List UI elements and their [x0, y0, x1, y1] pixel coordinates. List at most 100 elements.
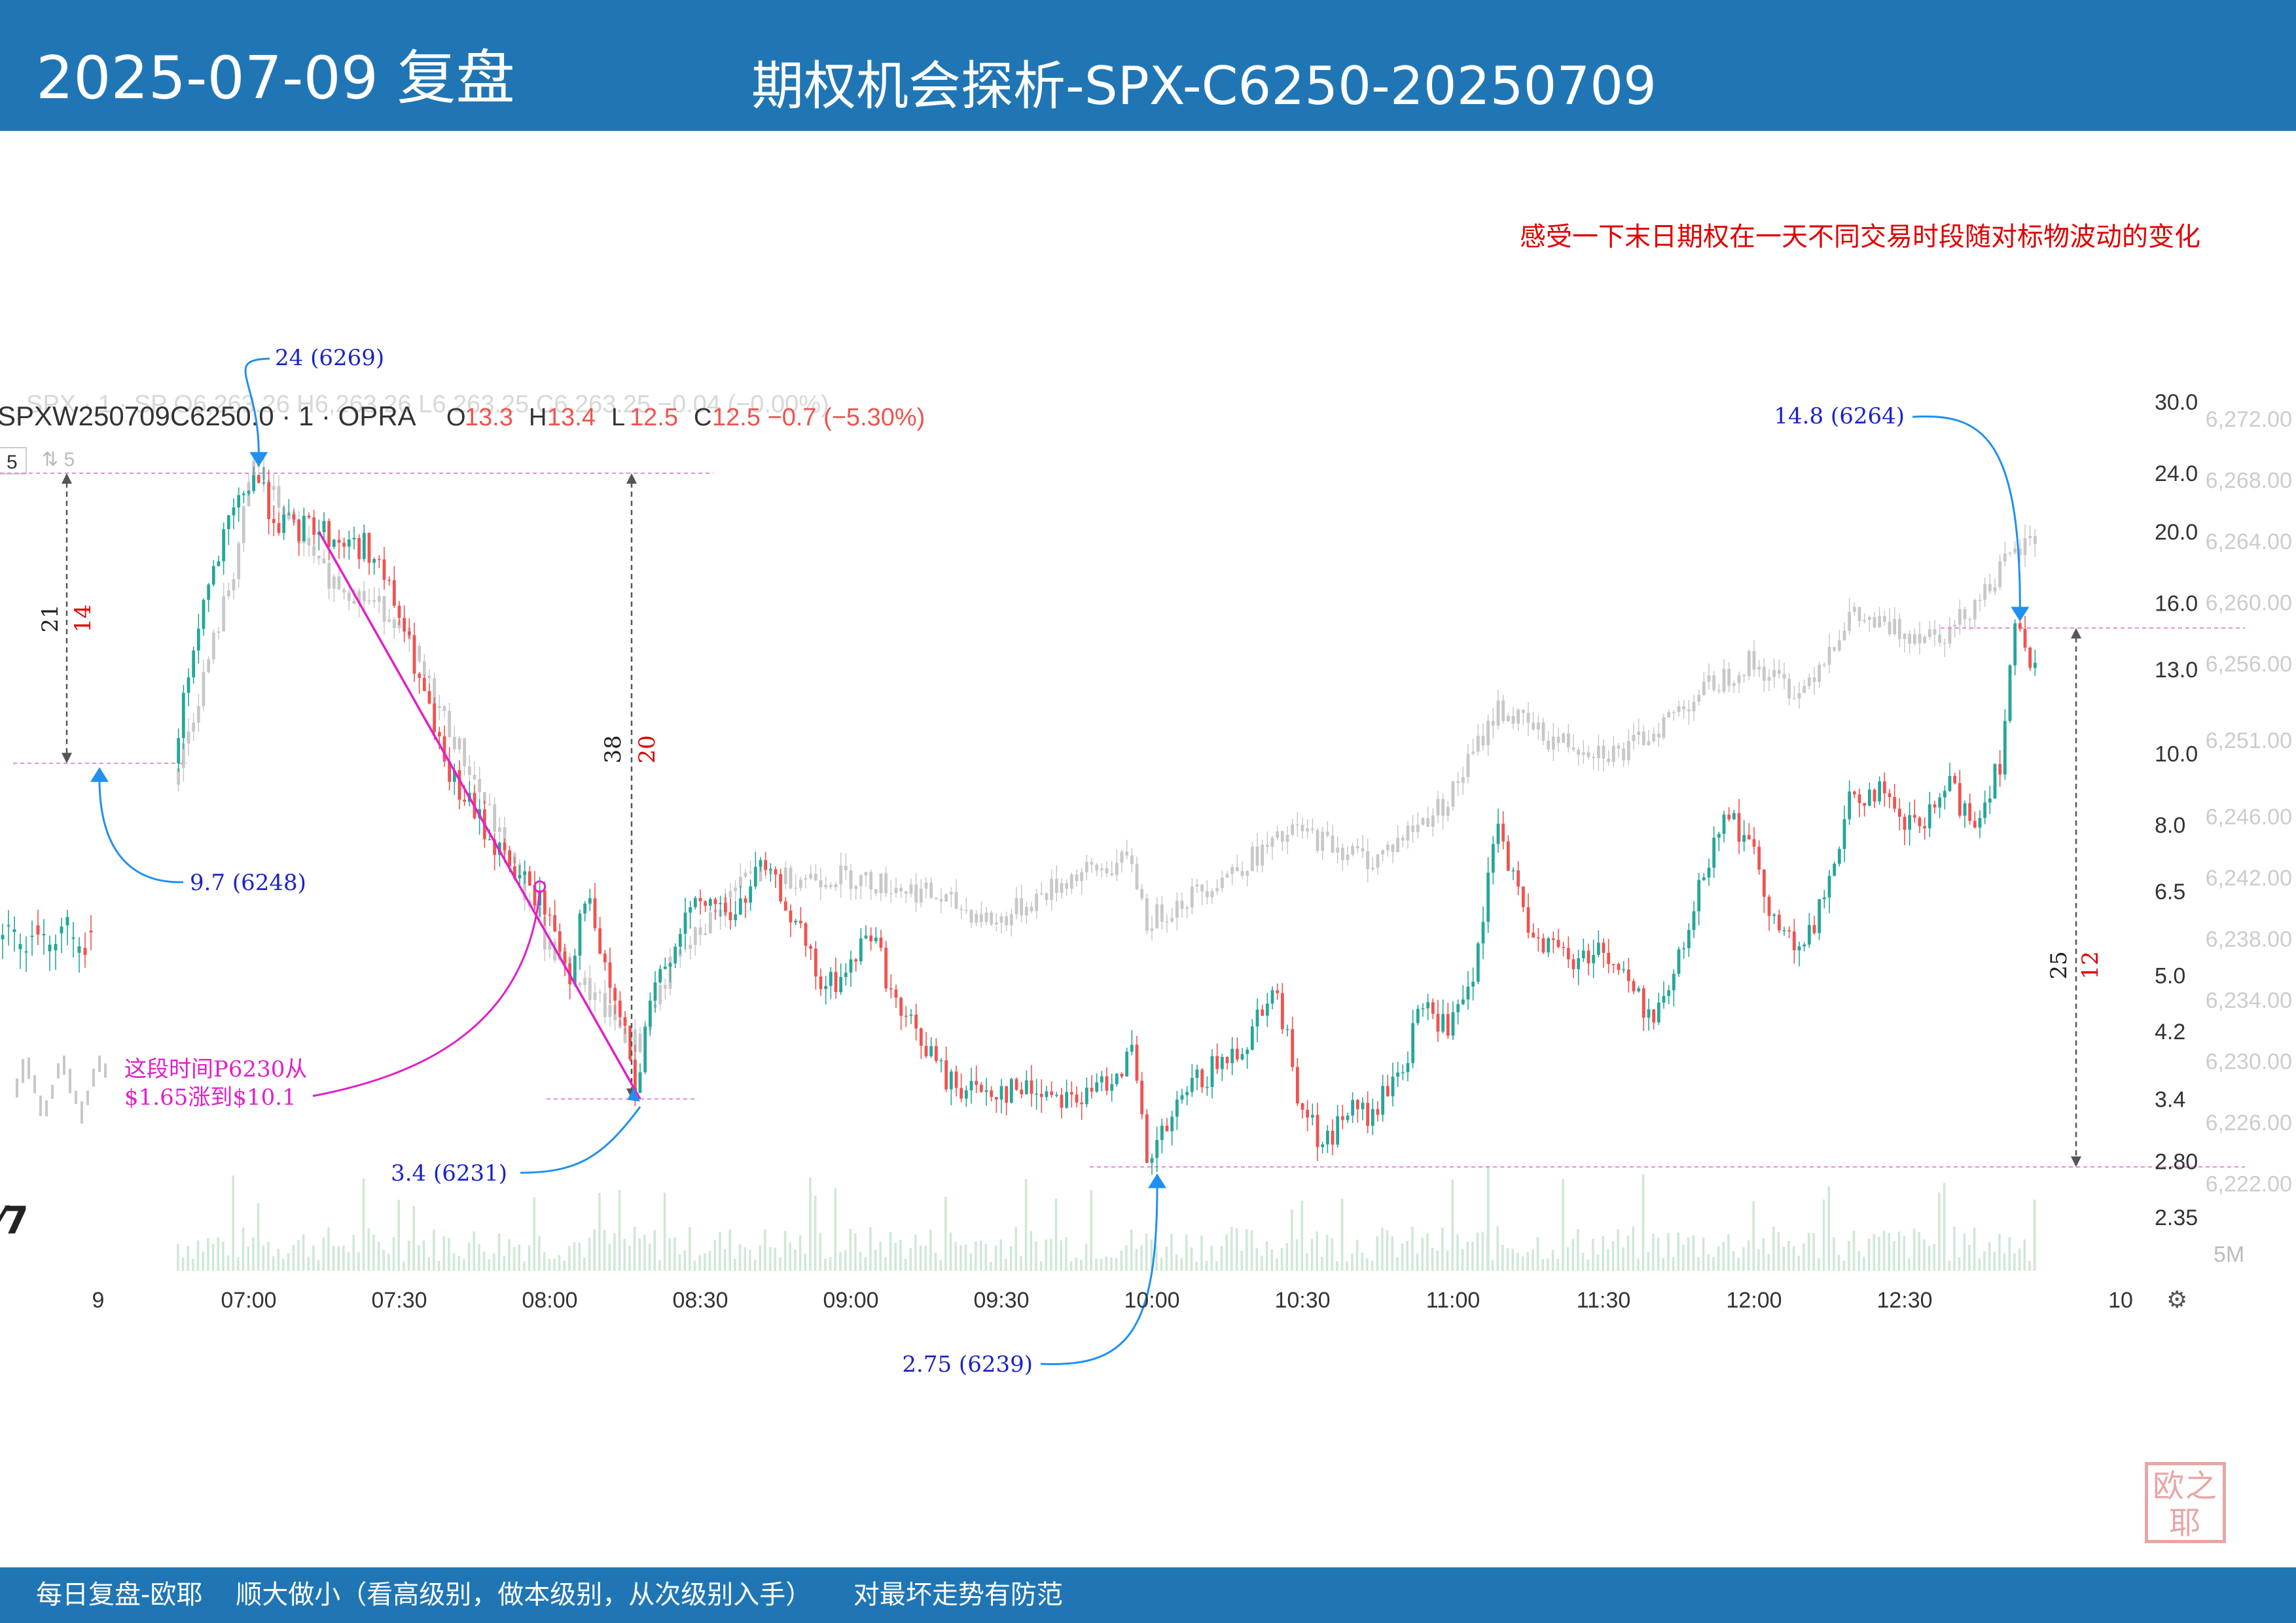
volume-bar: [277, 1249, 279, 1271]
volume-bar: [960, 1245, 962, 1271]
volume-bar: [1707, 1254, 1710, 1271]
spx-candle: [1306, 828, 1310, 832]
option-candle: [302, 516, 306, 541]
option-candle: [1878, 781, 1882, 802]
spx-candle: [2013, 548, 2017, 553]
option-candle: [1581, 950, 1585, 959]
spx-candle: [1261, 844, 1265, 866]
spx-candle: [1988, 584, 1992, 592]
spx-candle: [1165, 921, 1169, 923]
time-tick: 07:00: [221, 1288, 276, 1313]
spx-candle: [698, 927, 702, 935]
volume-bar: [819, 1232, 821, 1271]
volume-bar: [1682, 1245, 1685, 1271]
option-candle: [257, 474, 260, 483]
volume-bar: [1336, 1261, 1338, 1271]
volume-bar: [1366, 1258, 1369, 1271]
volume-bar: [1918, 1232, 1920, 1271]
option-price-tick: 10.0: [2155, 741, 2198, 766]
volume-bar: [1807, 1232, 1810, 1271]
option-candle: [643, 1026, 647, 1073]
callout-arrow: [1912, 415, 2021, 609]
spx-candle: [226, 590, 230, 597]
spx-candle: [1888, 621, 1892, 635]
spx-candle: [939, 899, 943, 902]
volume-bar: [1963, 1233, 1965, 1271]
option-candle: [332, 539, 336, 547]
volume-bar: [1396, 1257, 1399, 1271]
spx-candle: [960, 908, 963, 910]
measure-value-label: 25: [2046, 951, 2072, 979]
volume-bar: [448, 1238, 450, 1271]
volume-bar: [488, 1259, 490, 1271]
spx-candle: [1953, 624, 1957, 627]
option-candle: [1521, 886, 1525, 908]
footer-bar: 每日复盘-欧耶 顺大做小（看高级别，做本级别，从次级别入手） 对最坏走势有防范: [0, 1567, 2296, 1623]
volume-bar: [1752, 1201, 1755, 1271]
option-candle: [819, 976, 823, 990]
spx-candle: [1687, 709, 1691, 712]
spx-candle: [1757, 666, 1761, 670]
volume-bar: [1130, 1230, 1133, 1271]
interval-box-arrows: ⇅ 5: [42, 449, 75, 471]
spx-candle: [192, 722, 196, 732]
spx-candle: [377, 596, 381, 602]
option-candle: [1426, 1002, 1430, 1008]
volume-bar: [2028, 1260, 2031, 1271]
volume-bar: [1657, 1238, 1660, 1271]
spx-candle: [1065, 883, 1069, 889]
option-candle: [904, 1016, 908, 1017]
spx-candle: [964, 910, 968, 911]
option-candle: [990, 1090, 994, 1097]
option-candle: [252, 474, 256, 491]
spx-candle: [1210, 891, 1214, 897]
volume-bar: [693, 1260, 696, 1271]
spx-candle: [523, 874, 527, 901]
option-candle: [192, 650, 196, 677]
spx-candle: [1321, 831, 1325, 851]
volume-bar: [2018, 1248, 2021, 1271]
volume-bar: [292, 1245, 295, 1271]
spx-candle: [1331, 835, 1335, 853]
option-candle: [262, 482, 266, 484]
volume-bar: [1045, 1240, 1047, 1271]
option-candle: [1506, 841, 1510, 871]
option-candle: [683, 912, 687, 934]
spx-candle: [1602, 745, 1605, 759]
callout-arrowhead: [2011, 607, 2030, 622]
option-candle: [2028, 647, 2032, 668]
measure-value-label: 38: [600, 735, 626, 763]
spx-candle: [1707, 675, 1711, 682]
option-candle: [1105, 1076, 1109, 1091]
measure-arrowhead: [2071, 628, 2081, 639]
spx-candle: [2018, 548, 2022, 556]
volume-bar: [1566, 1247, 1570, 1271]
option-candle: [77, 946, 81, 953]
option-candle: [1170, 1116, 1174, 1132]
volume-bar: [1391, 1236, 1393, 1271]
option-candle: [267, 482, 271, 520]
volume-bar: [267, 1241, 270, 1271]
option-candle: [1667, 990, 1671, 996]
volume-bar: [1085, 1243, 1088, 1271]
volume-bar: [904, 1258, 907, 1271]
volume-bar: [954, 1242, 957, 1271]
spx-candle: [22, 1059, 24, 1083]
volume-bar: [543, 1252, 546, 1271]
spx-candle: [879, 873, 883, 893]
option-candle: [382, 559, 386, 580]
option-candle: [598, 928, 602, 954]
volume-bar: [1592, 1238, 1594, 1271]
option-candle: [1501, 823, 1505, 842]
option-candle: [1020, 1090, 1024, 1095]
volume-bar: [1406, 1240, 1408, 1271]
spx-candle: [1873, 617, 1876, 628]
spx-candle: [1948, 626, 1952, 644]
spx-candle: [1772, 669, 1776, 677]
volume-bar: [412, 1206, 415, 1271]
spx-candle: [1571, 747, 1575, 750]
volume-bar: [1607, 1249, 1609, 1271]
volume-bar: [1511, 1249, 1514, 1271]
option-candle: [1562, 947, 1566, 948]
option-candle: [237, 495, 241, 508]
